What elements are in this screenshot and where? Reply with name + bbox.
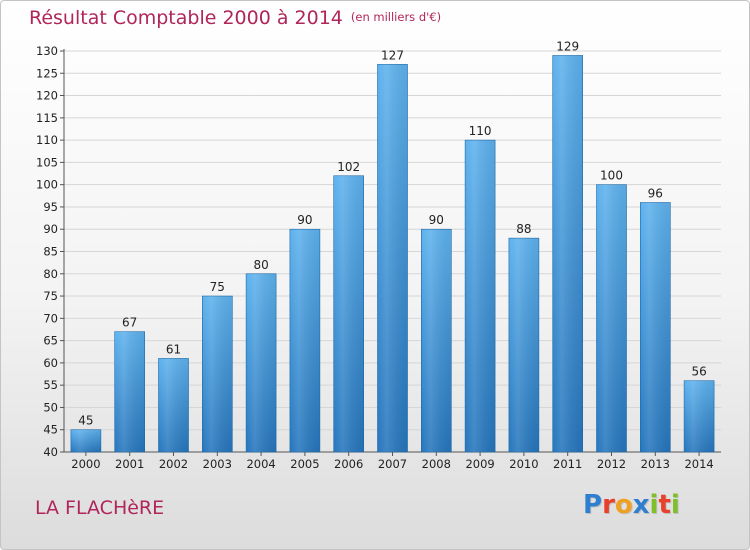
y-tick-label: 80 <box>43 267 58 281</box>
bar-shine <box>114 331 145 452</box>
data-label: 80 <box>253 258 268 272</box>
x-tick-label: 2002 <box>159 457 188 471</box>
bar-shine <box>640 202 671 452</box>
data-label: 45 <box>78 414 93 428</box>
y-tick-label: 120 <box>36 89 58 103</box>
y-tick-label: 90 <box>43 222 58 236</box>
y-tick-label: 70 <box>43 311 58 325</box>
y-tick-label: 50 <box>43 400 58 414</box>
logo-letter: i <box>670 490 680 520</box>
logo-letter: r <box>602 490 615 520</box>
x-tick-label: 2011 <box>553 457 582 471</box>
y-tick-label: 115 <box>36 111 58 125</box>
data-label: 127 <box>381 48 404 62</box>
y-tick-label: 100 <box>36 178 58 192</box>
data-label: 88 <box>516 222 531 236</box>
y-tick-label: 65 <box>43 334 58 348</box>
bar-shine <box>684 380 715 452</box>
logo-letter: t <box>658 490 671 520</box>
y-tick-label: 110 <box>36 133 58 147</box>
y-tick-label: 85 <box>43 245 58 259</box>
commune-name: LA FLACHèRE <box>35 497 165 519</box>
y-axis-ticks: 40 45 50 55 60 65 70 75 80 85 90 95 100 105 110 115 120 1… <box>36 44 64 459</box>
chart-title-text: Résultat Comptable 2000 à 2014 <box>29 7 343 29</box>
bar-shine <box>421 229 452 452</box>
y-tick-label: 95 <box>43 200 58 214</box>
bar-shine <box>465 140 496 452</box>
chart-subtitle: (en milliers d'€) <box>350 10 442 24</box>
x-tick-label: 2010 <box>509 457 538 471</box>
bar-shine <box>70 429 101 452</box>
data-label: 90 <box>429 213 444 227</box>
x-tick-label: 2013 <box>641 457 670 471</box>
bar-shine <box>596 184 627 452</box>
bar-shine <box>289 229 320 452</box>
y-tick-label: 45 <box>43 423 58 437</box>
data-label: 75 <box>210 280 225 294</box>
x-tick-label: 2005 <box>290 457 319 471</box>
y-tick-label: 125 <box>36 66 58 80</box>
y-tick-label: 55 <box>43 378 58 392</box>
logo-letter: x <box>632 490 650 520</box>
y-tick-label: 130 <box>36 44 58 58</box>
y-tick-label: 60 <box>43 356 58 370</box>
bar-shine <box>508 238 539 452</box>
bar-shine <box>202 296 233 452</box>
chart-title: Résultat Comptable 2000 à 2014 (en millie… <box>29 7 441 29</box>
proxiti-logo: Proxiti <box>583 490 680 520</box>
x-tick-label: 2000 <box>71 457 100 471</box>
x-tick-label: 2003 <box>203 457 232 471</box>
bar-shine <box>158 358 189 452</box>
y-tick-label: 105 <box>36 155 58 169</box>
logo-letter: o <box>614 490 633 520</box>
x-tick-label: 2001 <box>115 457 144 471</box>
bar-shine <box>333 175 364 452</box>
data-label: 102 <box>337 160 360 174</box>
data-label: 56 <box>691 365 706 379</box>
x-axis-ticks: 2000 2001 2002 2003 2004 2005 2006 2007 2008 2009… <box>71 452 714 471</box>
data-label: 67 <box>122 316 137 330</box>
data-label: 129 <box>556 39 579 53</box>
y-tick-label: 75 <box>43 289 58 303</box>
logo-letter: i <box>649 490 659 520</box>
data-label: 90 <box>297 213 312 227</box>
data-label: 61 <box>166 342 181 356</box>
x-tick-label: 2009 <box>465 457 494 471</box>
data-labels: 45 67 61 75 80 90 102 127 90 110 88 129 100 96 56 <box>78 39 706 427</box>
y-tick-label: 40 <box>43 445 58 459</box>
x-tick-label: 2004 <box>246 457 275 471</box>
data-label: 100 <box>600 169 623 183</box>
x-tick-label: 2014 <box>684 457 713 471</box>
data-label: 110 <box>469 124 492 138</box>
bar-shine <box>377 64 408 452</box>
x-tick-label: 2007 <box>378 457 407 471</box>
data-label: 96 <box>648 186 663 200</box>
bars <box>70 55 715 453</box>
x-tick-label: 2012 <box>597 457 626 471</box>
bar-shine <box>552 55 583 452</box>
bar-shine <box>246 273 277 452</box>
logo-letter: P <box>583 490 603 520</box>
x-tick-label: 2008 <box>422 457 451 471</box>
x-tick-label: 2006 <box>334 457 363 471</box>
